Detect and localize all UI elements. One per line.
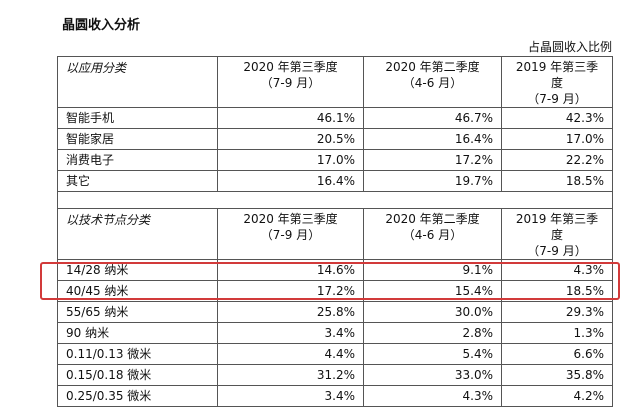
cell-value: 17.0% [501,128,613,150]
section-header-label: 以应用分类 [57,56,218,108]
table-row: 智能家居 20.5% 16.4% 17.0% [57,128,613,150]
cell-value: 25.8% [217,301,364,323]
column-header: 2020 年第二季度 （4-6 月） [363,56,502,108]
row-label: 智能家居 [57,128,218,150]
cell-value: 15.4% [363,280,502,302]
column-header-months: （7-9 月） [527,92,587,106]
cell-value: 35.8% [501,364,613,386]
row-label: 消费电子 [57,149,218,171]
cell-value: 17.2% [217,280,364,302]
row-label: 14/28 纳米 [57,259,218,281]
unit-label: 占晶圆收入比例 [527,40,612,54]
cell-value: 14.6% [217,259,364,281]
table-row: 智能手机 46.1% 46.7% 42.3% [57,107,613,129]
section-spacer [57,191,613,209]
column-header: 2020 年第三季度 （7-9 月） [217,208,364,260]
section-header-label: 以技术节点分类 [57,208,218,260]
column-header-months: （4-6 月） [402,76,463,90]
table-row: 55/65 纳米 25.8% 30.0% 29.3% [57,301,613,323]
column-header-months: （4-6 月） [402,228,463,242]
row-label: 其它 [57,170,218,192]
cell-value: 3.4% [217,322,364,344]
column-header-months: （7-9 月） [260,228,321,242]
header-row: 以应用分类 2020 年第三季度 （7-9 月） 2020 年第二季度 （4-6 月） 2… [57,56,613,108]
cell-value: 20.5% [217,128,364,150]
column-header: 2020 年第三季度 （7-9 月） [217,56,364,108]
column-header: 2019 年第三季度 （7-9 月） [501,208,613,260]
cell-value: 4.2% [501,385,613,407]
table-row: 90 纳米 3.4% 2.8% 1.3% [57,322,613,344]
cell-value: 17.2% [363,149,502,171]
row-label: 40/45 纳米 [57,280,218,302]
cell-value: 2.8% [363,322,502,344]
cell-value: 4.3% [501,259,613,281]
cell-value: 17.0% [217,149,364,171]
column-header-period: 2019 年第三季度 [515,60,599,90]
table-row: 0.11/0.13 微米 4.4% 5.4% 6.6% [57,343,613,365]
cell-value: 30.0% [363,301,502,323]
cell-value: 42.3% [501,107,613,129]
cell-value: 22.2% [501,149,613,171]
row-label: 0.25/0.35 微米 [57,385,218,407]
cell-value: 4.4% [217,343,364,365]
column-header-period: 2020 年第二季度 [385,60,480,74]
table-row: 14/28 纳米 14.6% 9.1% 4.3% [57,259,613,281]
cell-value: 5.4% [363,343,502,365]
cell-value: 9.1% [363,259,502,281]
cell-value: 1.3% [501,322,613,344]
column-header-period: 2020 年第三季度 [243,212,338,226]
row-label: 0.15/0.18 微米 [57,364,218,386]
row-label: 智能手机 [57,107,218,129]
column-header-period: 2020 年第三季度 [243,60,338,74]
cell-value: 6.6% [501,343,613,365]
cell-value: 16.4% [363,128,502,150]
row-label: 0.11/0.13 微米 [57,343,218,365]
table-row: 消费电子 17.0% 17.2% 22.2% [57,149,613,171]
cell-value: 46.1% [217,107,364,129]
column-header-months: （7-9 月） [527,244,587,258]
cell-value: 18.5% [501,170,613,192]
column-header: 2020 年第二季度 （4-6 月） [363,208,502,260]
cell-value: 4.3% [363,385,502,407]
cell-value: 29.3% [501,301,613,323]
wafer-revenue-table: 以应用分类 2020 年第三季度 （7-9 月） 2020 年第二季度 （4-6 月） 2… [57,56,613,407]
cell-value: 31.2% [217,364,364,386]
table-row: 40/45 纳米 17.2% 15.4% 18.5% [57,280,613,302]
table-row: 其它 16.4% 19.7% 18.5% [57,170,613,192]
spacer-cell [57,191,613,209]
row-label: 55/65 纳米 [57,301,218,323]
cell-value: 18.5% [501,280,613,302]
column-header-months: （7-9 月） [260,76,321,90]
header-row: 以技术节点分类 2020 年第三季度 （7-9 月） 2020 年第二季度 （4-6 月… [57,208,613,260]
row-label: 90 纳米 [57,322,218,344]
table-row: 0.15/0.18 微米 31.2% 33.0% 35.8% [57,364,613,386]
table-row: 0.25/0.35 微米 3.4% 4.3% 4.2% [57,385,613,407]
cell-value: 33.0% [363,364,502,386]
cell-value: 19.7% [363,170,502,192]
cell-value: 3.4% [217,385,364,407]
cell-value: 16.4% [217,170,364,192]
column-header: 2019 年第三季度 （7-9 月） [501,56,613,108]
page-title: 晶圆收入分析 [62,18,141,33]
column-header-period: 2020 年第二季度 [385,212,480,226]
column-header-period: 2019 年第三季度 [515,212,599,242]
cell-value: 46.7% [363,107,502,129]
